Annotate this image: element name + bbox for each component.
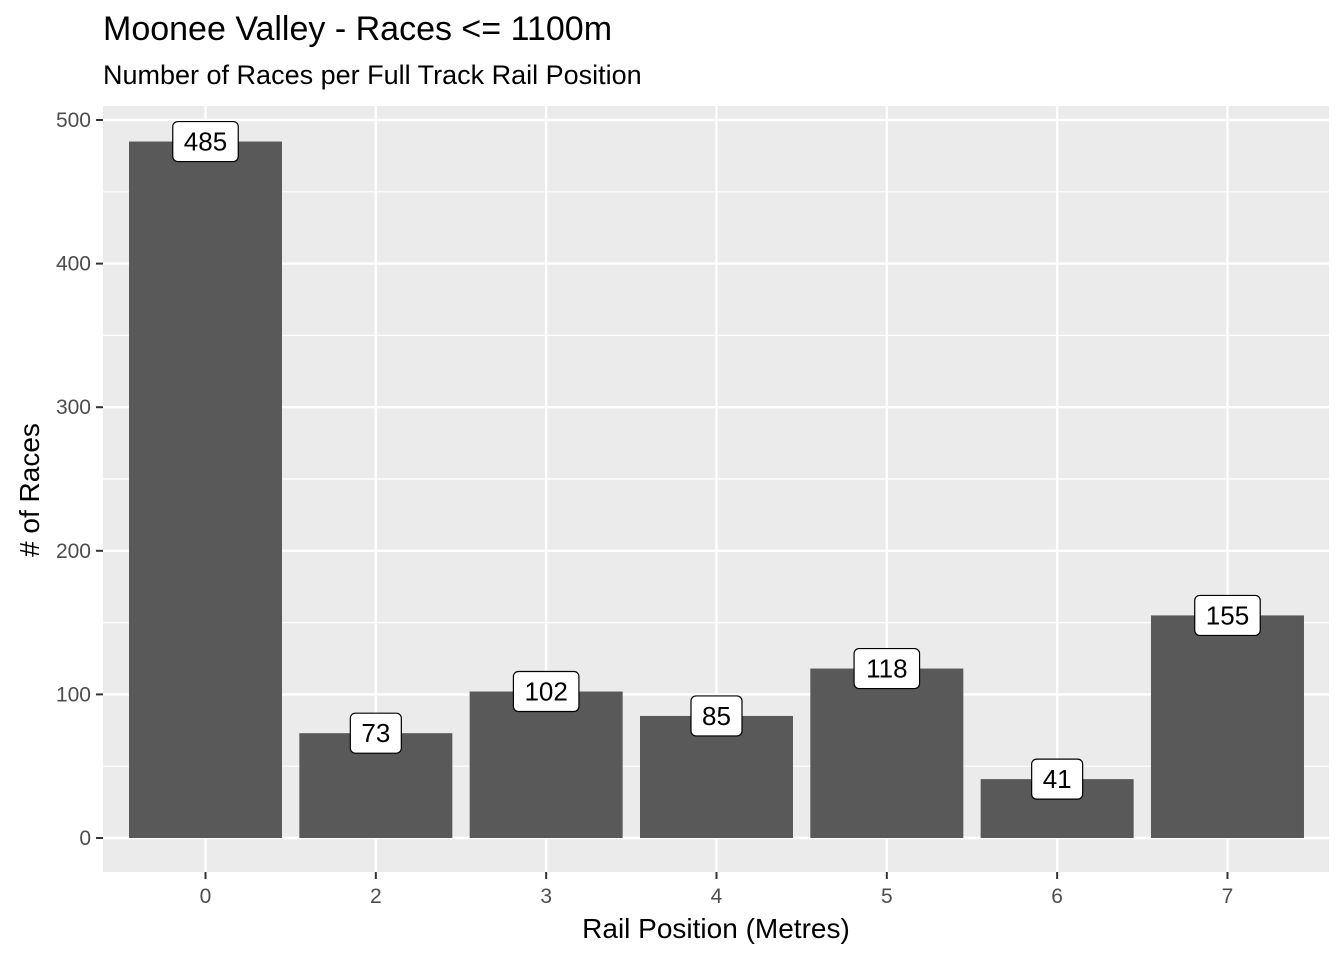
x-axis: 0 2 3 4 5 6 7 xyxy=(200,872,1234,908)
x-tick-label: 5 xyxy=(881,885,893,908)
data-label-0: 485 xyxy=(172,120,239,163)
data-label-box xyxy=(1031,758,1084,800)
data-label-box xyxy=(349,712,402,754)
data-label-text: 485 xyxy=(184,127,227,157)
data-label-5: 118 xyxy=(853,647,921,690)
data-label-text: 155 xyxy=(1206,600,1249,630)
x-tick-label: 2 xyxy=(370,885,382,908)
data-label-box xyxy=(172,120,239,163)
data-label-box xyxy=(853,647,921,690)
data-label-box xyxy=(512,670,580,713)
bar-7 xyxy=(1150,615,1304,838)
x-tick-label: 6 xyxy=(1051,885,1063,908)
data-label-text: 85 xyxy=(702,701,731,731)
bar-3 xyxy=(469,691,623,838)
y-tick-label: 100 xyxy=(56,683,91,706)
major-gridlines xyxy=(103,106,1329,872)
y-axis: 0 100 200 300 400 500 xyxy=(56,109,103,850)
data-label-text: 102 xyxy=(524,677,567,707)
chart-title: Moonee Valley - Races <= 1100m xyxy=(103,10,612,48)
y-tick-label: 200 xyxy=(56,540,91,563)
data-label-3: 102 xyxy=(512,670,580,713)
data-label-text: 41 xyxy=(1043,764,1072,794)
bars-group xyxy=(129,141,1304,839)
data-label-4: 85 xyxy=(690,695,743,737)
bar-5 xyxy=(810,668,964,838)
data-label-text: 73 xyxy=(361,718,390,748)
data-label-7: 155 xyxy=(1194,594,1261,637)
chart-subtitle: Number of Races per Full Track Rail Posi… xyxy=(103,60,642,90)
data-label-box xyxy=(690,695,743,737)
x-tick-label: 0 xyxy=(200,885,212,908)
bar-labels-group: 485 73 102 85 118 41 155 xyxy=(172,120,1261,800)
y-axis-title: # of Races xyxy=(14,423,45,557)
y-tick-label: 0 xyxy=(79,827,91,850)
data-label-2: 73 xyxy=(349,712,402,754)
y-tick-label: 300 xyxy=(56,396,91,419)
bar-0 xyxy=(129,141,282,839)
x-axis-title: Rail Position (Metres) xyxy=(582,913,850,944)
data-label-6: 41 xyxy=(1031,758,1084,800)
y-tick-label: 500 xyxy=(56,109,91,132)
data-label-box xyxy=(1194,594,1261,637)
data-label-text: 118 xyxy=(866,654,907,684)
y-tick-label: 400 xyxy=(56,253,91,276)
x-tick-label: 7 xyxy=(1222,885,1234,908)
x-tick-label: 3 xyxy=(540,885,552,908)
x-tick-label: 4 xyxy=(711,885,723,908)
